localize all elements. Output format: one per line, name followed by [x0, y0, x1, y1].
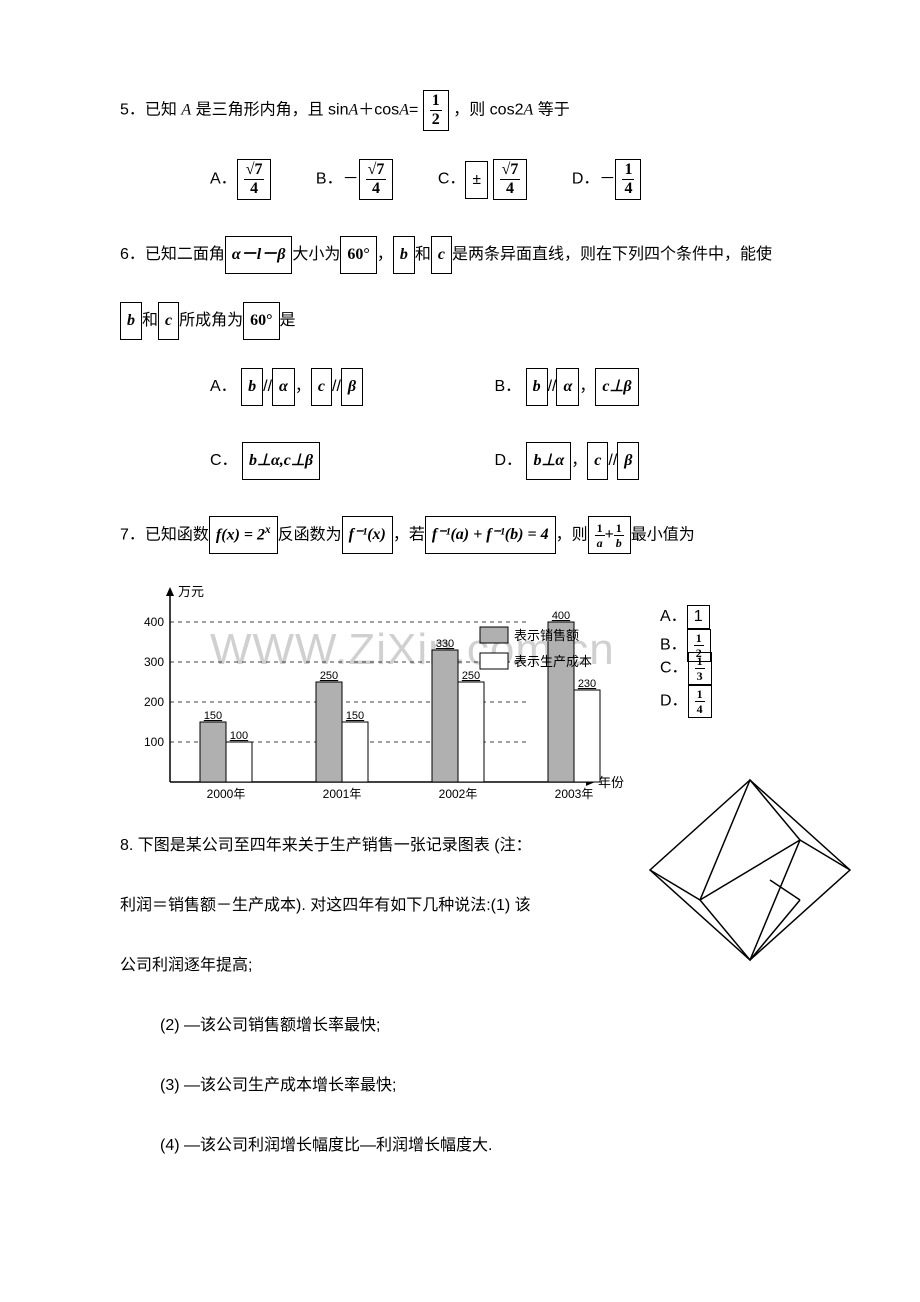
q6-optD: D． b⊥α，c//β	[494, 442, 639, 480]
q5-A1: A	[181, 102, 191, 119]
svg-text:100: 100	[230, 730, 248, 742]
q5-options: A．√74 B．－√74 C．± √74 D．－14	[120, 159, 800, 200]
svg-text:400: 400	[144, 615, 164, 629]
q7-options-r2: C．13 D．14	[660, 652, 800, 718]
q8-s2: (2) —该公司销售额增长率最快;	[120, 1010, 800, 1042]
q5-t: 等于	[533, 102, 569, 119]
q6-optC: C． b⊥α,c⊥β	[210, 442, 450, 480]
q5-optD: D．－14	[572, 159, 642, 200]
svg-text:250: 250	[320, 670, 338, 682]
q7-stem: 7．已知函数f(x) = 2x反函数为f⁻¹(x)，若f⁻¹(a) + f⁻¹(…	[120, 516, 800, 554]
diamond-figure	[640, 770, 860, 970]
chart-svg: 万元年份 100 200 300 400 150 100 2000年 250 150 2001年 33…	[120, 582, 640, 822]
q6-optB: B． b//α，c⊥β	[494, 368, 638, 406]
q5-A3: A	[399, 102, 409, 119]
svg-text:万元: 万元	[178, 584, 204, 599]
q7-optD: D．14	[660, 685, 712, 718]
svg-text:230: 230	[578, 678, 596, 690]
svg-text:2000年: 2000年	[207, 787, 246, 801]
q5-optA: A．√74	[210, 159, 271, 200]
svg-text:330: 330	[436, 638, 454, 650]
bar-chart: 万元年份 100 200 300 400 150 100 2000年 250 150 2001年 33…	[120, 582, 640, 822]
svg-text:300: 300	[144, 655, 164, 669]
q5-t: 5．已知	[120, 102, 181, 119]
q7-optC: C．13	[660, 652, 750, 685]
q8-s4: (4) —该公司利润增长幅度比—利润增长幅度大.	[120, 1130, 800, 1162]
svg-text:250: 250	[462, 670, 480, 682]
q5-optB: B．－√74	[316, 159, 393, 200]
svg-text:表示销售额: 表示销售额	[514, 628, 579, 643]
q5-t: ，则 cos2	[453, 102, 523, 119]
q6-stem1: 6．已知二面角α－l－β大小为60°，b和c是两条异面直线，则在下列四个条件中，…	[120, 236, 800, 274]
svg-text:150: 150	[204, 710, 222, 722]
q7-optA: A．1	[660, 602, 750, 629]
svg-text:表示生产成本: 表示生产成本	[514, 654, 592, 669]
svg-text:400: 400	[552, 610, 570, 622]
svg-text:150: 150	[346, 710, 364, 722]
q6-row2: C． b⊥α,c⊥β D． b⊥α，c//β	[120, 442, 800, 480]
svg-text:2001年: 2001年	[323, 787, 362, 801]
svg-text:2002年: 2002年	[439, 787, 478, 801]
svg-text:年份: 年份	[598, 775, 624, 790]
q5-optC: C．± √74	[438, 159, 528, 200]
svg-text:100: 100	[144, 735, 164, 749]
q5-stem: 5．已知 A 是三角形内角，且 sinA＋cosA= 12 ，则 cos2A 等…	[120, 90, 800, 131]
q5-frac-box: 12	[423, 90, 449, 131]
q5-A4: A	[523, 102, 533, 119]
q6-optA: A． b//α，c//β	[210, 368, 450, 406]
svg-text:200: 200	[144, 695, 164, 709]
q8-s3: (3) —该公司生产成本增长率最快;	[120, 1070, 800, 1102]
q5-t: 是三角形内角，且 sin	[191, 102, 348, 119]
svg-text:2003年: 2003年	[555, 787, 594, 801]
q5-t: ＋cos	[358, 102, 399, 119]
q6-row1: A． b//α，c//β B． b//α，c⊥β	[120, 368, 800, 406]
q5-t: =	[409, 102, 418, 119]
q6-stem2: b和c所成角为60°是	[120, 302, 800, 340]
q5-A2: A	[349, 102, 359, 119]
